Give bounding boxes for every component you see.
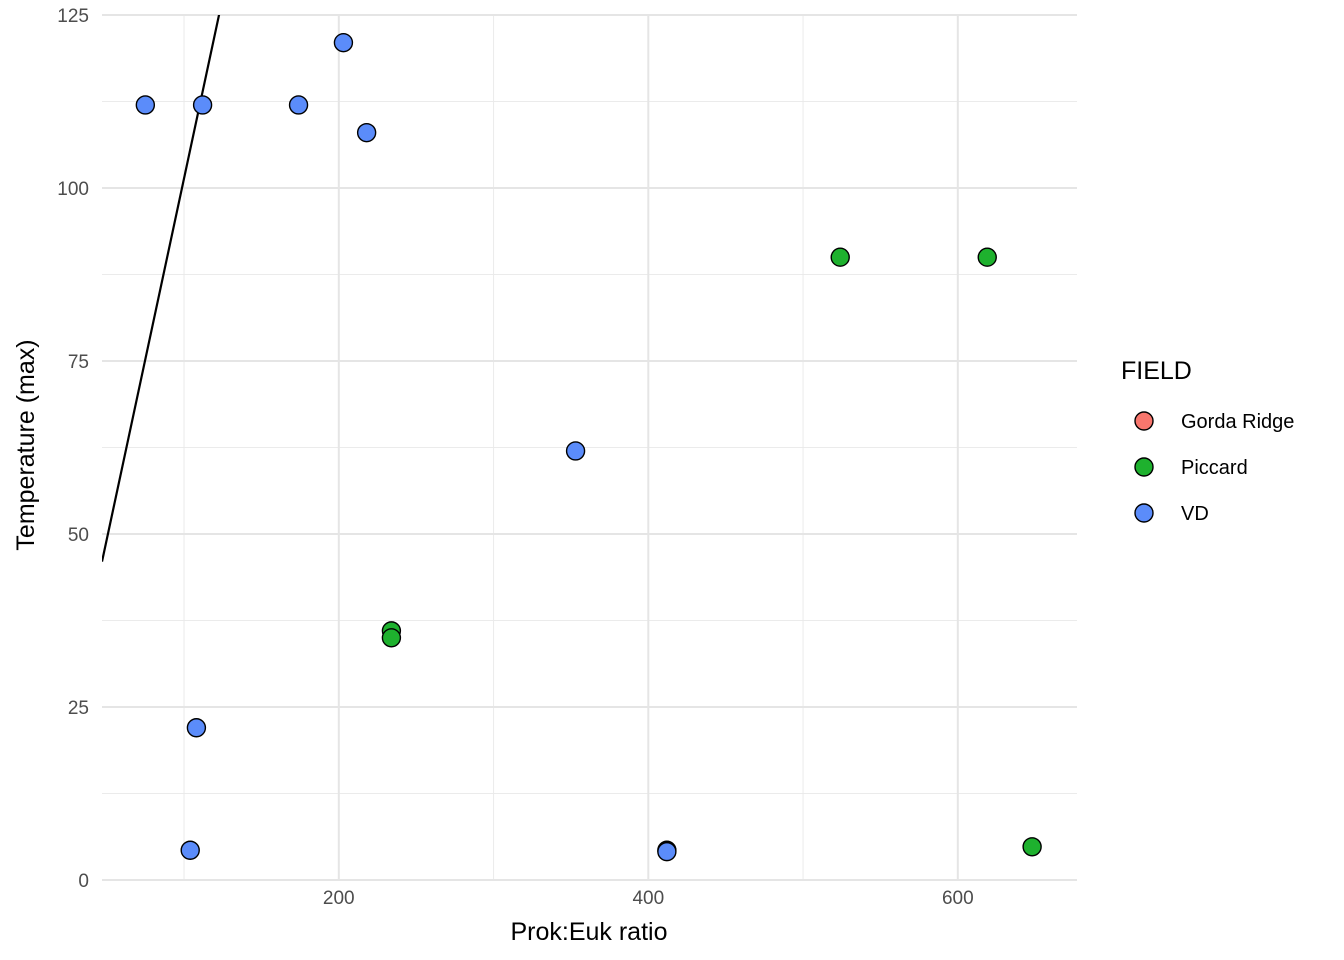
legend: FIELD Gorda Ridge Piccard VD [1121,357,1294,525]
data-point [186,718,207,738]
legend-key [1134,457,1154,477]
data-point [135,95,156,115]
y-axis-ticks: 0 25 50 75 100 125 [57,6,89,892]
y-tick-label: 50 [68,525,89,546]
data-point [333,32,354,53]
data-point [192,95,213,115]
data-point [180,840,200,860]
data-point [288,95,309,115]
x-tick-label: 200 [323,888,355,909]
y-tick-label: 25 [68,698,89,719]
y-tick-label: 0 [78,871,89,892]
y-tick-label: 100 [57,179,89,200]
x-axis-title: Prok:Euk ratio [510,918,667,946]
data-point [381,628,402,648]
data-point [657,841,677,862]
y-axis-title: Temperature (max) [12,339,40,550]
x-axis-ticks: 200 400 600 [323,888,974,909]
data-point [565,441,586,461]
x-tick-label: 600 [942,888,974,909]
trend-line [102,15,221,562]
grid [102,14,1077,881]
legend-label: VD [1181,503,1209,525]
data-point [1022,837,1042,857]
trend-line-layer [102,15,221,562]
legend-key [1134,411,1154,431]
data-point [356,122,377,143]
legend-items: Gorda Ridge Piccard VD [1134,411,1294,525]
legend-label: Piccard [1181,457,1248,479]
y-tick-label: 75 [68,352,89,373]
x-tick-label: 400 [632,888,664,909]
data-point [977,247,997,267]
legend-label: Gorda Ridge [1181,411,1294,433]
legend-key [1134,503,1154,523]
legend-title: FIELD [1121,357,1192,385]
data-point [830,247,850,267]
data-points [135,32,1042,862]
y-tick-label: 125 [57,6,89,27]
